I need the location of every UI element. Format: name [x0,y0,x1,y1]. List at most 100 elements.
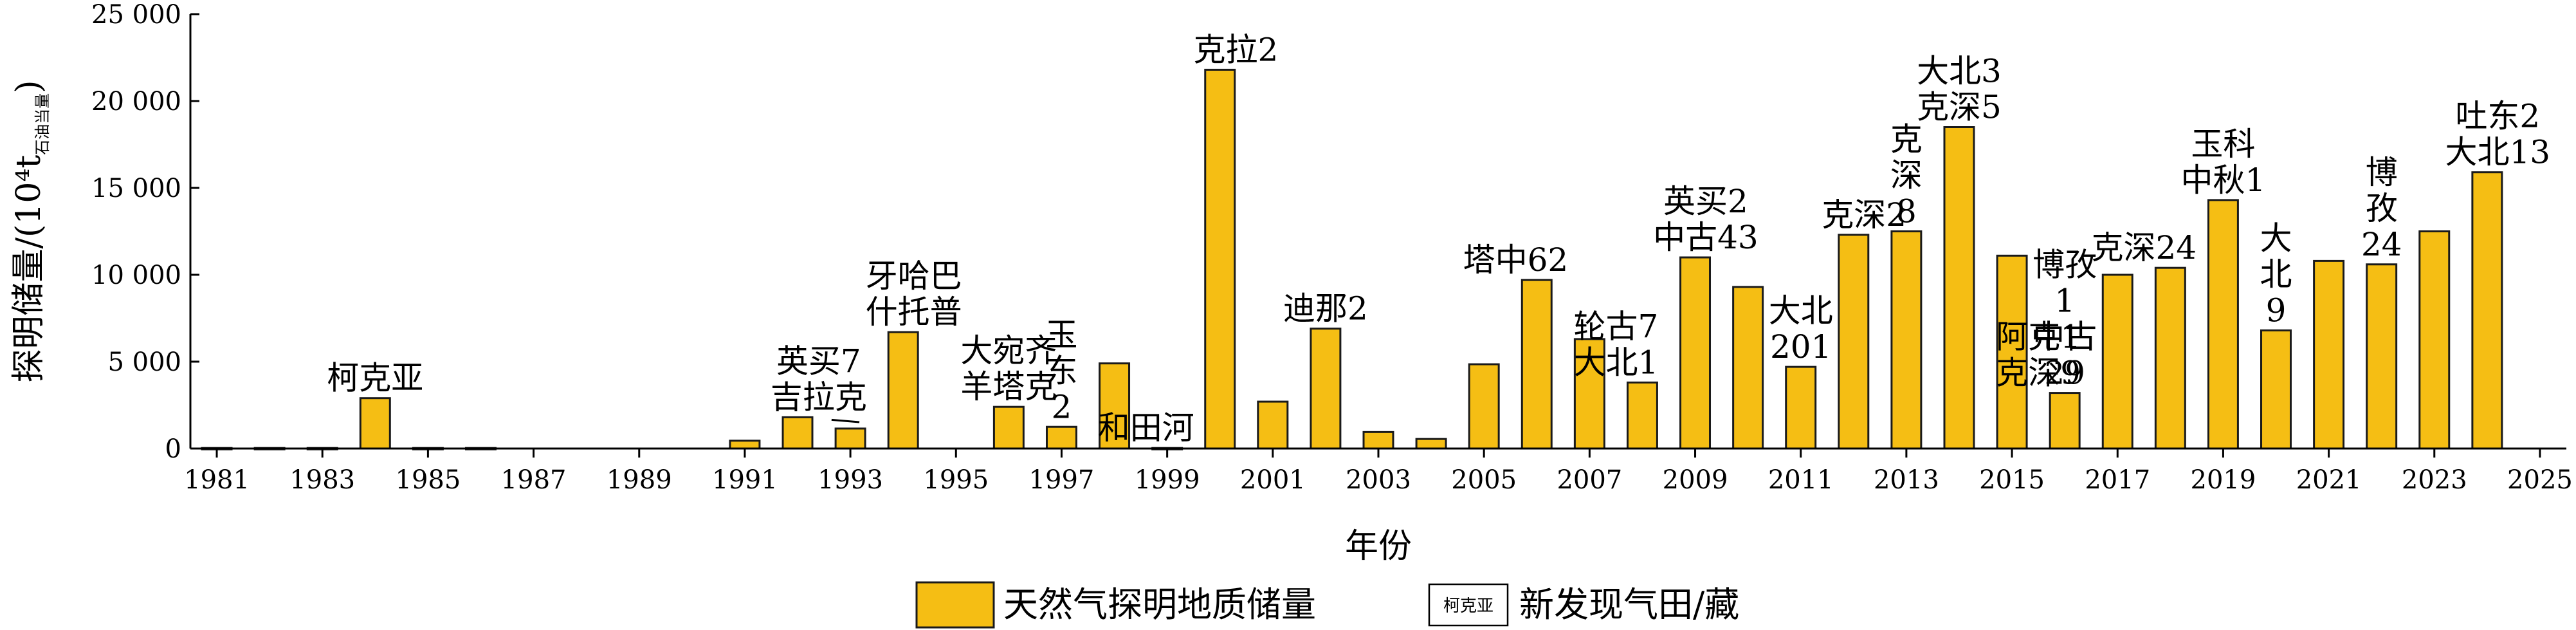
x-tick-label: 2001 [1240,465,1306,495]
annotation-label: 201 [1770,328,1831,366]
x-tick-label: 1987 [501,465,567,495]
annotation-label: 吐东2 [2455,98,2540,135]
bar-2013 [1890,230,1923,450]
x-tick-label: 2011 [1768,465,1834,495]
annotation-label: 东 [1045,352,1077,389]
bar-2019 [2207,199,2239,450]
annotation-label: 英买2 [1663,183,1748,220]
y-tick-label: 10 000 [91,261,181,290]
bar-2006 [1521,279,1553,450]
x-tick-label: 2019 [2191,465,2256,495]
bar-series [201,68,2503,450]
x-tick-label: 1983 [289,465,355,495]
annotation-label: 博孜 [2032,246,2097,284]
bar-2014 [1943,126,1975,450]
legend-marker-sample: 柯克亚 [1443,597,1494,616]
x-tick-label: 1993 [818,465,883,495]
annotation-label: 英买7 [776,342,861,380]
x-tick-label: 2021 [2296,465,2362,495]
legend-bar-swatch [915,581,995,629]
annotation-label: 什托普 [866,293,962,331]
annotation-label: 阿克1 [1996,319,2081,356]
annotation-label: 大北 [1769,292,1833,329]
x-tick-label: 2013 [1874,465,1939,495]
bar-2010 [1732,286,1764,450]
bar-2008 [1626,381,1658,450]
annotation-label: 羊塔克 [960,368,1057,405]
x-axis-title: 年份 [1345,527,1412,566]
x-tick-label: 2007 [1557,465,1622,495]
legend-bar-label: 天然气探明地质储量 [1003,584,1316,625]
bar-2000 [1204,68,1236,450]
legend-marker-swatch [1428,583,1509,627]
bar-2005 [1468,363,1500,450]
x-tick-label: 1985 [396,465,461,495]
x-tick-label: 1995 [923,465,989,495]
x-tick-label: 1997 [1029,465,1095,495]
x-tick-label: 1989 [607,465,672,495]
annotation-label: 大北13 [2445,134,2550,171]
bar-2012 [1838,234,1870,450]
bar-2002 [1310,328,1342,450]
annotation-label: 中古43 [1653,219,1758,256]
annotation-label: 克 [1890,121,1923,158]
annotation-label: 吉拉克 [771,378,867,416]
bar-2024 [2471,171,2503,450]
bar-2022 [2366,263,2398,450]
annotation-label: 博 [2366,154,2398,191]
bar-1993 [834,427,866,450]
x-tick-label: 1999 [1135,465,1200,495]
bar-2016 [2049,392,2081,450]
bar-2003 [1362,431,1394,450]
annotation-label: 克深9 [1996,355,2081,392]
annotation-label: 克深5 [1917,89,2002,126]
y-tick-label: 5 000 [107,347,181,377]
x-tick-label: 2009 [1663,465,1728,495]
bar-2021 [2313,259,2345,450]
annotation-label: 迪那2 [1283,290,1368,328]
x-tick-label: 2003 [1346,465,1411,495]
bar-2001 [1257,400,1289,450]
annotation-label: 中古 [2032,319,2097,356]
annotation-label: 玉 [1045,316,1077,353]
bar-2009 [1679,256,1712,450]
annotation-label: 和田河 [1098,409,1194,447]
bar-1997 [1045,425,1077,450]
annotation-label: 29 [2044,355,2085,392]
x-tick-label: 2025 [2507,465,2573,495]
bar-1984 [359,397,391,450]
annotation-label: 中秋1 [2181,162,2266,199]
x-tick-label: 2015 [1979,465,2045,495]
bar-1998 [1099,362,1131,450]
x-tick-label: 2017 [2085,465,2150,495]
y-tick-label: 0 [165,434,181,464]
bar-2018 [2154,266,2186,450]
y-axis-title: 探明储量/(10⁴t石油当量) [10,80,51,382]
annotation-label: 大 [2260,219,2292,257]
annotation-label: 24 [2361,226,2402,263]
x-tick-label: 1981 [184,465,250,495]
annotation-label: 9 [2266,292,2287,329]
bar-1994 [887,331,919,450]
annotation-label: 2 [1052,388,1072,425]
bar-2023 [2418,230,2451,450]
annotation-label: 8 [1896,193,1917,230]
annotation-label: 北 [2260,255,2292,293]
annotation-label: 克深24 [2091,229,2197,266]
bar-2011 [1785,366,1817,450]
annotation-label: 孜 [2366,190,2398,227]
annotation-label: 克拉2 [1193,31,1278,68]
legend-marker-label: 新发现气田/藏 [1519,584,1739,625]
annotation-label: 1 [2054,283,2075,320]
bar-2007 [1573,338,1605,450]
annotation-label: 大北1 [1573,344,1658,381]
y-tick-label: 20 000 [91,87,181,116]
x-tick-label: 1991 [712,465,778,495]
annotation-label: 玉科 [2191,125,2255,163]
annotation-label: 牙哈巴 [866,257,962,295]
bar-1992 [781,416,814,450]
bar-2020 [2260,329,2292,450]
